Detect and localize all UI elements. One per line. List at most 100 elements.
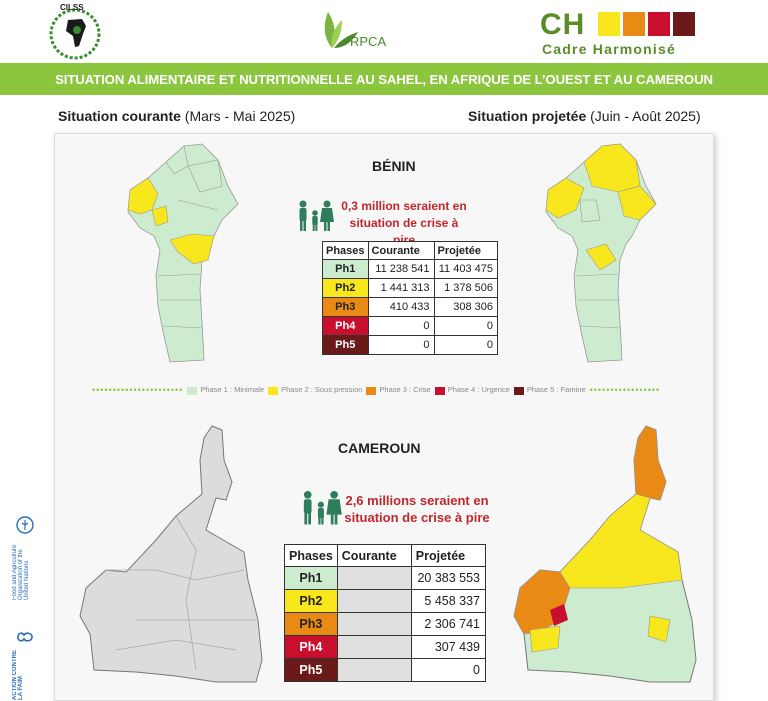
- table-row: Ph2 1 441 313 1 378 506: [322, 278, 499, 298]
- projected-cell: 308 306: [433, 297, 499, 317]
- table-header-row: Phases Courante Projetée: [322, 241, 499, 260]
- table-row: Ph5 0 0: [322, 335, 499, 355]
- legend-swatch: [513, 386, 524, 395]
- legend-item: Phase 5 : Famine: [513, 385, 586, 395]
- projected-cell: 5 458 337: [410, 589, 487, 613]
- legend-swatch: [187, 386, 198, 395]
- phase-cell: Ph2: [322, 278, 369, 298]
- projected-cell: 1 378 506: [433, 278, 499, 298]
- legend-swatch: [366, 386, 377, 395]
- projected-cell: 0: [410, 658, 487, 682]
- legend-dots-left: ••••••••••••••••••••••: [92, 385, 184, 395]
- family-icon: [299, 200, 334, 231]
- column-header: Projetée: [410, 544, 487, 567]
- ch-swatch-red: [648, 12, 670, 36]
- table-row: Ph4 0 0: [322, 316, 499, 336]
- cameroun-message-line1: 2,6 millions seraient en: [345, 493, 489, 508]
- table-header-row: Phases Courante Projetée: [284, 544, 487, 567]
- cameroun-projected-map: [513, 425, 697, 683]
- projected-label: Situation projetée: [468, 108, 587, 124]
- legend-swatch: [268, 386, 279, 395]
- cameroun-message: 2,6 millions seraient en situation de cr…: [342, 492, 492, 526]
- phase-cell: Ph1: [284, 566, 338, 590]
- rpca-label: RPCA: [350, 34, 387, 49]
- current-cell: [336, 589, 412, 613]
- column-header: Phases: [322, 241, 369, 260]
- current-label: Situation courante: [58, 108, 181, 124]
- fao-logo-icon: [16, 516, 34, 534]
- legend-label: Phase 1 : Minimale: [200, 385, 265, 395]
- phase-cell: Ph3: [284, 612, 338, 636]
- legend-label: Phase 4 : Urgence: [447, 385, 510, 395]
- legend-item: Phase 1 : Minimale: [187, 385, 265, 395]
- benin-phases-table: Phases Courante Projetée Ph1 11 238 541 …: [322, 241, 499, 355]
- legend-item: Phase 4 : Urgence: [434, 385, 510, 395]
- legend-label: Phase 2 : Sous pression: [281, 385, 363, 395]
- projected-period: (Juin - Août 2025): [590, 108, 701, 124]
- projected-cell: 0: [433, 335, 499, 355]
- legend-swatch: [434, 386, 445, 395]
- current-cell: 0: [367, 316, 435, 336]
- fao-label: Food and Agriculture Organization of the…: [12, 544, 30, 600]
- current-period: (Mars - Mai 2025): [184, 108, 296, 124]
- column-header: Courante: [367, 241, 435, 260]
- column-header: Projetée: [433, 241, 499, 260]
- cameroun-phases-table: Phases Courante Projetée Ph1 20 383 553 …: [284, 544, 487, 682]
- legend-label: Phase 3 : Crise: [379, 385, 431, 395]
- family-icon: [303, 490, 342, 525]
- table-row: Ph1 20 383 553: [284, 566, 487, 590]
- projected-cell: 2 306 741: [410, 612, 487, 636]
- phase-cell: Ph5: [284, 658, 338, 682]
- projected-cell: 11 403 475: [433, 259, 499, 279]
- legend-dots-right: •••••••••••••••••: [589, 385, 661, 395]
- current-cell: 410 433: [367, 297, 435, 317]
- table-row: Ph1 11 238 541 11 403 475: [322, 259, 499, 279]
- current-cell: 11 238 541: [367, 259, 435, 279]
- table-row: Ph5 0: [284, 658, 487, 682]
- current-cell: [336, 612, 412, 636]
- phase-cell: Ph1: [322, 259, 369, 279]
- ch-subtitle: Cadre Harmonisé: [542, 41, 676, 57]
- table-row: Ph3 410 433 308 306: [322, 297, 499, 317]
- current-cell: [336, 635, 412, 659]
- current-cell: 0: [367, 335, 435, 355]
- current-cell: [336, 658, 412, 682]
- projected-cell: 0: [433, 316, 499, 336]
- page-banner-title: SITUATION ALIMENTAIRE ET NUTRITIONNELLE …: [0, 63, 768, 95]
- table-row: Ph2 5 458 337: [284, 589, 487, 613]
- ch-swatch-yellow: [598, 12, 620, 36]
- phase-cell: Ph2: [284, 589, 338, 613]
- benin-message-line1: 0,3 million seraient en: [341, 199, 467, 213]
- legend-label: Phase 5 : Famine: [526, 385, 586, 395]
- phase-cell: Ph4: [284, 635, 338, 659]
- page-header: CILSS RPCA CH Cadre Harmonisé: [0, 0, 768, 62]
- cameroun-message-line2: situation de crise à pire: [344, 510, 490, 525]
- cameroun-title: CAMEROUN: [338, 440, 421, 456]
- ch-label: CH: [540, 8, 586, 41]
- phase-cell: Ph5: [322, 335, 369, 355]
- rpca-leaf-icon: [324, 12, 358, 48]
- table-row: Ph4 307 439: [284, 635, 487, 659]
- legend-item: Phase 2 : Sous pression: [268, 385, 363, 395]
- acf-label: ACTION CONTRE LA FAIM: [12, 650, 24, 700]
- table-row: Ph3 2 306 741: [284, 612, 487, 636]
- benin-current-map: [127, 143, 239, 363]
- legend-item: Phase 3 : Crise: [366, 385, 431, 395]
- projected-cell: 307 439: [410, 635, 487, 659]
- current-cell: 1 441 313: [367, 278, 435, 298]
- benin-projected-map: [545, 143, 657, 363]
- column-header: Phases: [284, 544, 338, 567]
- phase-legend: •••••••••••••••••••••• Phase 1 : Minimal…: [92, 383, 692, 397]
- current-situation-heading: Situation courante (Mars - Mai 2025): [58, 108, 295, 124]
- ch-swatch-darkred: [673, 12, 695, 36]
- current-cell: [336, 566, 412, 590]
- acf-logo-icon: [17, 632, 33, 642]
- cadre-harmonise-logo: CH Cadre Harmonisé: [540, 8, 730, 58]
- phase-cell: Ph3: [322, 297, 369, 317]
- projected-situation-heading: Situation projetée (Juin - Août 2025): [468, 108, 701, 124]
- projected-cell: 20 383 553: [410, 566, 487, 590]
- benin-title: BÉNIN: [372, 158, 416, 174]
- phase-cell: Ph4: [322, 316, 369, 336]
- cilss-label: CILSS: [60, 3, 84, 12]
- ch-swatch-orange: [623, 12, 645, 36]
